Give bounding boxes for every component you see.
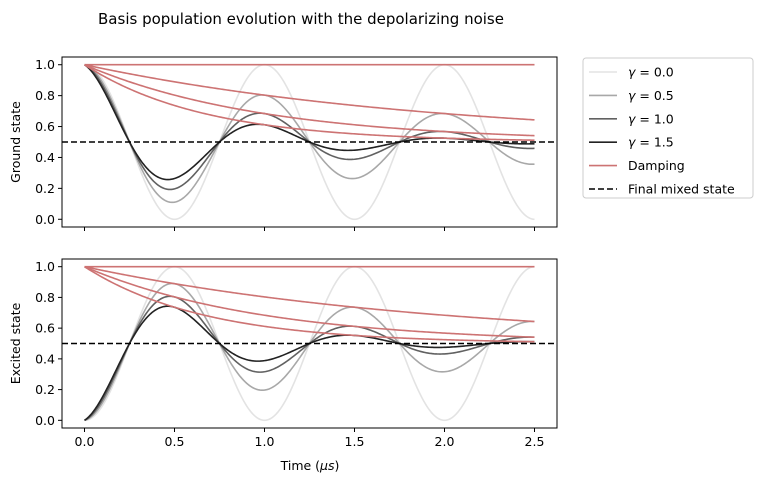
- x-axis-label-unit: μs: [319, 458, 335, 473]
- legend-item-gamma-1: γ = 1.0: [589, 111, 674, 126]
- ground-plot-area: [62, 63, 557, 221]
- legend: γ = 0.0 γ = 0.5 γ = 1.0 γ = 1.5 Damping Final…: [582, 57, 754, 199]
- excited-y-tick-label: 0.4: [35, 351, 55, 366]
- x-axis-label-prefix: Time (: [280, 458, 320, 473]
- legend-label-final-mixed-state: Final mixed state: [628, 182, 735, 197]
- x-axis-label-suffix: ): [335, 458, 340, 473]
- legend-label-gamma-0-5: γ = 0.5: [628, 88, 674, 103]
- legend-item-damping: Damping: [589, 158, 685, 173]
- ground-y-tick-label: 0.2: [35, 181, 55, 196]
- excited-series-gamma-1: [84, 295, 535, 422]
- ground-y-tick-label: 0.8: [35, 88, 55, 103]
- ground-y-tick-label: 0.0: [35, 212, 55, 227]
- ground-y-tick-label: 0.6: [35, 119, 55, 134]
- x-tick-label: 1.5: [345, 434, 365, 449]
- subplot-excited-state: 0.0 0.2 0.4 0.6 0.8 1.0 0.0 0.5 1.0 1.5 2.0 2.5 Exci…: [8, 258, 558, 449]
- ground-series-gamma-1: [84, 64, 535, 191]
- excited-y-tick-label: 1.0: [35, 259, 55, 274]
- chart-title: Basis population evolution with the depo…: [98, 10, 504, 28]
- x-tick-label: 1.0: [255, 434, 275, 449]
- excited-series-gamma-0-5: [84, 282, 535, 422]
- legend-label-gamma-1: γ = 1.0: [628, 111, 674, 126]
- legend-label-gamma-0: γ = 0.0: [628, 65, 674, 80]
- excited-y-tick-label: 0.6: [35, 321, 55, 336]
- ground-y-tick-label: 1.0: [35, 57, 55, 72]
- excited-y-tick-label: 0.2: [35, 382, 55, 397]
- excited-plot-area: [62, 265, 557, 422]
- excited-axes-frame: [61, 258, 558, 429]
- ground-series-gamma-1-5: [84, 64, 535, 181]
- ground-damping-gamma-1: [84, 63, 535, 137]
- x-tick-label: 0.5: [165, 434, 185, 449]
- legend-label-damping: Damping: [628, 158, 685, 173]
- excited-damping-gamma-1: [84, 265, 535, 338]
- excited-damping-gamma-0-5: [84, 265, 535, 323]
- ground-damping-gamma-0-5: [84, 63, 535, 121]
- excited-y-axis-label: Excited state: [8, 302, 23, 384]
- legend-frame: [582, 57, 754, 199]
- x-tick-label: 2.5: [525, 434, 545, 449]
- ground-y-axis-label: Ground state: [8, 101, 23, 183]
- legend-label-gamma-1-5: γ = 1.5: [628, 135, 674, 150]
- excited-y-tick-label: 0.8: [35, 290, 55, 305]
- ground-y-tick-label: 0.4: [35, 150, 55, 165]
- excited-series-gamma-1-5: [84, 305, 535, 421]
- x-axis-label: Time (μs): [280, 458, 340, 473]
- subplot-ground-state: 0.0 0.2 0.4 0.6 0.8 1.0 Ground state: [8, 56, 558, 231]
- legend-item-final-mixed-state: Final mixed state: [589, 182, 735, 197]
- x-tick-label: 0.0: [75, 434, 95, 449]
- ground-axes-frame: [61, 56, 558, 228]
- legend-item-gamma-0: γ = 0.0: [589, 65, 674, 80]
- ground-damping-gamma-1-5: [84, 64, 535, 141]
- legend-item-gamma-0-5: γ = 0.5: [589, 88, 674, 103]
- x-tick-label: 2.0: [435, 434, 455, 449]
- excited-y-tick-label: 0.0: [35, 413, 55, 428]
- legend-item-gamma-1-5: γ = 1.5: [589, 135, 674, 150]
- excited-damping-gamma-1-5: [84, 266, 535, 343]
